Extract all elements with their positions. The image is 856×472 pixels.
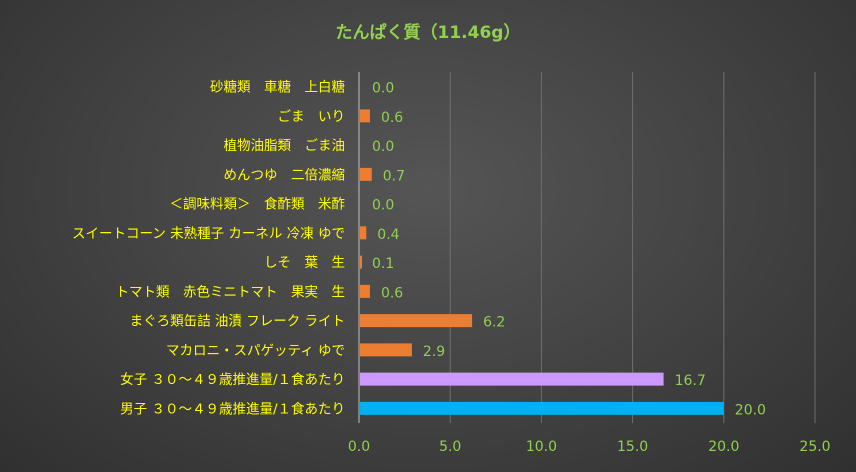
x-tick-label: 20.0 (708, 439, 739, 455)
value-label: 0.7 (383, 168, 405, 184)
category-label: トマト類 赤色ミニトマト 果実 生 (116, 283, 346, 300)
x-tick-label: 15.0 (617, 439, 648, 455)
bar (360, 401, 724, 415)
x-tick-label: 0.0 (348, 439, 370, 455)
category-label: めんつゆ 二倍濃縮 (224, 167, 346, 183)
value-label: 0.0 (372, 81, 394, 97)
bar (360, 314, 473, 328)
bar (360, 372, 664, 386)
x-tick-label: 10.0 (526, 439, 557, 455)
bar (360, 226, 367, 240)
category-label: 女子 ３０～４９歳推進量/１食あたり (120, 371, 345, 388)
category-label: ＜調味料類＞ 食酢類 米酢 (170, 196, 346, 213)
x-tick-labels: 0.0 5.0 10.0 15.0 20.0 25.0 (348, 439, 831, 455)
value-label: 16.7 (675, 373, 706, 389)
chart-title: たんぱく質（11.46g） (336, 22, 521, 43)
x-tick-label: 5.0 (439, 439, 461, 455)
category-label: 砂糖類 車糖 上白糖 (210, 80, 345, 96)
category-label: ごま いり (278, 109, 346, 125)
bar (360, 284, 370, 298)
category-label: しそ 葉 生 (264, 255, 345, 271)
x-tick-label: 25.0 (799, 439, 830, 455)
value-label: 0.0 (372, 198, 394, 214)
value-label: 2.9 (423, 344, 445, 360)
bar (360, 255, 362, 269)
bar (360, 343, 412, 357)
grid-layer (358, 72, 816, 423)
bars-layer (360, 109, 724, 415)
category-label: 植物油脂類 ごま油 (224, 138, 346, 154)
value-labels: 0.0 0.6 0.0 0.7 0.0 0.4 0.1 0.6 6.2 2.9 16.7 20.0 (372, 81, 766, 419)
category-label: 男子 ３０～４９歳推進量/１食あたり (120, 400, 345, 417)
category-label: まぐろ類缶詰 油漬 フレーク ライト (130, 314, 345, 330)
value-label: 6.2 (483, 315, 505, 331)
value-label: 0.0 (372, 139, 394, 155)
value-label: 0.6 (381, 285, 403, 301)
category-label: スイートコーン 未熟種子 カーネル 冷凍 ゆで (72, 226, 345, 242)
bar (360, 109, 370, 123)
bar (360, 167, 372, 181)
value-label: 20.0 (735, 402, 766, 418)
value-label: 0.6 (381, 110, 403, 126)
value-label: 0.4 (377, 227, 399, 243)
value-label: 0.1 (372, 256, 394, 272)
category-label: マカロニ・スパゲッティ ゆで (166, 343, 345, 359)
